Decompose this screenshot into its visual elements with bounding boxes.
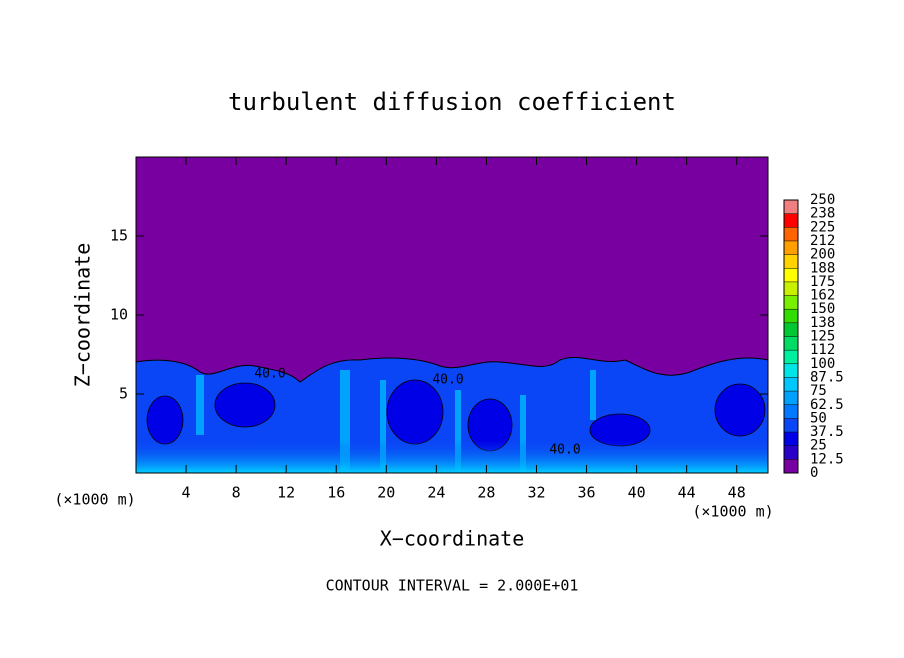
colorbar-band — [784, 432, 798, 446]
colorbar-tick-label: 12.5 — [810, 451, 844, 467]
colorbar-tick-label: 162 — [810, 288, 835, 304]
colorbar-tick-label: 225 — [810, 219, 835, 235]
x-tick-label: 36 — [578, 484, 596, 502]
colorbar-band — [784, 459, 798, 473]
y-tick-label: 10 — [110, 306, 128, 324]
colorbar-tick-label: 150 — [810, 301, 835, 317]
colorbar-band — [784, 391, 798, 405]
streak — [380, 380, 386, 470]
colorbar-band — [784, 295, 798, 310]
y-axis-label: Z−coordinate — [71, 243, 95, 388]
colorbar-tick-label: 188 — [810, 260, 835, 276]
core-blob — [714, 383, 766, 437]
streak — [520, 395, 526, 470]
colorbar-tick-label: 75 — [810, 383, 827, 399]
colorbar-tick-label: 100 — [810, 356, 835, 372]
colorbar-band — [784, 418, 798, 433]
x-unit-label: (×1000 m) — [54, 491, 135, 509]
core-blob — [386, 379, 444, 445]
annotation: CONTOUR INTERVAL = 2.000E+01 — [326, 577, 579, 595]
colorbar-tick-label: 112 — [810, 342, 835, 358]
x-axis-label: X−coordinate — [380, 527, 525, 551]
colorbar-band — [784, 322, 798, 337]
streak — [196, 375, 204, 435]
colorbar-band — [784, 240, 798, 255]
x-tick-label: 20 — [377, 484, 395, 502]
x-tick-label: 8 — [232, 484, 241, 502]
y-tick-label: 5 — [119, 385, 128, 403]
colorbar-band — [784, 336, 798, 351]
x-tick-label: 24 — [427, 484, 445, 502]
surface-layer — [136, 440, 768, 473]
contour-label: 40.0 — [254, 367, 285, 382]
colorbar-tick-label: 50 — [810, 410, 827, 426]
x-tick-label: 48 — [728, 484, 746, 502]
colorbar-band — [784, 363, 798, 378]
colorbar-band — [784, 377, 798, 392]
colorbar-tick-label: 37.5 — [810, 424, 844, 440]
x-tick-label: 12 — [277, 484, 295, 502]
x-tick-label: 16 — [327, 484, 345, 502]
x-tick-label: 32 — [527, 484, 545, 502]
colorbar-tick-label: 200 — [810, 247, 835, 263]
colorbar-band — [784, 213, 798, 228]
contour-label: 40.0 — [432, 373, 463, 388]
colorbar-tick-label: 25 — [810, 438, 827, 454]
x-tick-label: 40 — [628, 484, 646, 502]
colorbar-tick-label: 250 — [810, 192, 835, 208]
colorbar-band — [784, 227, 798, 241]
x-tick-label: 44 — [678, 484, 696, 502]
colorbar-tick-label: 212 — [810, 233, 835, 249]
core-blob — [146, 395, 184, 445]
colorbar-tick-label: 87.5 — [810, 369, 844, 385]
streak — [340, 370, 350, 470]
colorbar-band — [784, 200, 798, 214]
x-tick-label: 28 — [477, 484, 495, 502]
colorbar-tick-label: 238 — [810, 206, 835, 222]
field — [136, 157, 768, 473]
colorbar-tick-label: 138 — [810, 315, 835, 331]
colorbar-tick-label: 0 — [810, 465, 818, 481]
x-tick-label: 4 — [182, 484, 191, 502]
colorbar-band — [784, 254, 798, 269]
y-tick-label: 15 — [110, 227, 128, 245]
colorbar-band — [784, 268, 798, 282]
streak — [455, 390, 461, 470]
contour-label: 40.0 — [549, 443, 580, 458]
streak — [590, 370, 596, 420]
core-blob — [214, 382, 276, 428]
colorbar-band — [784, 350, 798, 364]
x-unit-label: (×1000 m) — [692, 503, 773, 521]
colorbar-tick-label: 175 — [810, 274, 835, 290]
colorbar-tick-label: 125 — [810, 329, 835, 345]
colorbar-band — [784, 281, 798, 296]
colorbar-band — [784, 445, 798, 460]
colorbar-tick-label: 62.5 — [810, 397, 844, 413]
chart-title: turbulent diffusion coefficient — [228, 88, 676, 116]
colorbar-band — [784, 309, 798, 323]
colorbar-band — [784, 404, 798, 419]
